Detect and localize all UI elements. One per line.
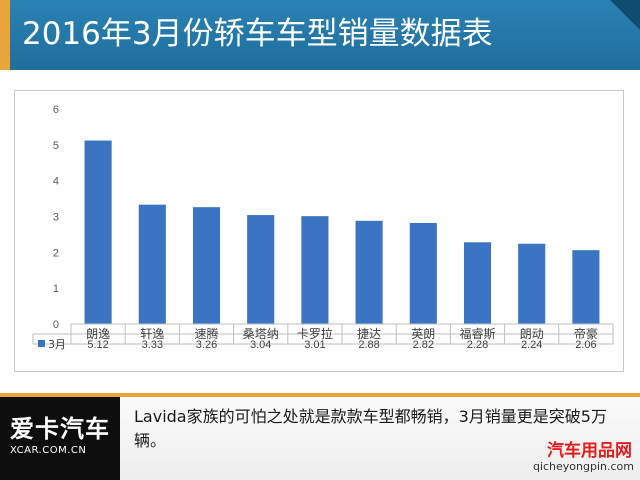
- y-tick-label: 3: [53, 212, 59, 224]
- data-label: 3.33: [142, 339, 163, 351]
- data-label: 2.28: [467, 339, 488, 351]
- data-label: 2.06: [575, 339, 596, 351]
- category-label: 轩逸: [140, 327, 164, 341]
- category-label: 桑塔纳: [243, 327, 279, 341]
- category-label: 福睿斯: [459, 326, 495, 341]
- bar-chart: 0 1 2 3 4 5 6 朗逸 轩逸 速腾 桑塔纳 卡罗拉 捷达 英朗 福睿斯 朗动 帝豪 5.12 3.33 3.…: [32, 104, 614, 351]
- legend-label: 3月: [48, 338, 66, 351]
- y-tick-label: 2: [53, 247, 59, 259]
- footer-accent-line: [0, 393, 640, 397]
- bar-4: [247, 215, 275, 324]
- y-tick-label: 4: [53, 176, 59, 188]
- logo-text: 爱卡汽车: [10, 415, 110, 443]
- bar-7: [409, 222, 437, 324]
- category-label: 英朗: [411, 327, 435, 341]
- legend-swatch: [38, 340, 45, 347]
- chart-frame: 0 1 2 3 4 5 6 朗逸 轩逸 速腾 桑塔纳 卡罗拉 捷达 英朗 福睿斯 朗动 帝豪 5.12 3.33 3.…: [14, 90, 624, 372]
- category-label: 速腾: [194, 326, 218, 341]
- watermark-url: qicheyongpin.com: [532, 460, 634, 473]
- category-label: 卡罗拉: [297, 326, 333, 341]
- page-title: 2016年3月份轿车车型销量数据表: [22, 16, 493, 52]
- brand-logo: 爱卡汽车 XCAR.COM.CN: [0, 397, 120, 480]
- y-tick-label: 1: [53, 283, 59, 295]
- data-label: 2.24: [521, 339, 542, 351]
- header-corner-decoration: [610, 0, 640, 30]
- watermark-text: 汽车用品网: [547, 441, 632, 461]
- data-label: 5.12: [87, 339, 108, 351]
- data-label: 2.82: [413, 339, 434, 351]
- y-tick-label: 5: [53, 140, 59, 152]
- data-label: 3.04: [250, 339, 271, 351]
- bar-8: [463, 242, 492, 324]
- caption-text: Lavida家族的可怕之处就是款款车型都畅销，3月销量更是突破5万辆。: [134, 407, 607, 450]
- data-label: 3.26: [196, 339, 217, 351]
- header-accent-stripe: [0, 0, 10, 70]
- bar-5: [301, 216, 329, 324]
- y-tick-label: 6: [53, 104, 59, 116]
- header-bar: 2016年3月份轿车车型销量数据表: [0, 0, 640, 70]
- category-label: 朗动: [520, 327, 544, 341]
- y-tick-label: 0: [53, 319, 59, 331]
- category-label: 捷达: [357, 327, 381, 341]
- bar-9: [518, 243, 546, 324]
- bar-1: [84, 140, 112, 324]
- bar-10: [572, 250, 600, 324]
- bar-6: [355, 220, 383, 324]
- bar-3: [192, 207, 221, 324]
- category-label: 帝豪: [574, 326, 598, 341]
- data-label: 3.01: [304, 339, 325, 351]
- data-label: 2.88: [358, 339, 379, 351]
- category-label: 朗逸: [86, 327, 110, 341]
- logo-subtext: XCAR.COM.CN: [10, 445, 87, 456]
- bar-2: [138, 204, 166, 324]
